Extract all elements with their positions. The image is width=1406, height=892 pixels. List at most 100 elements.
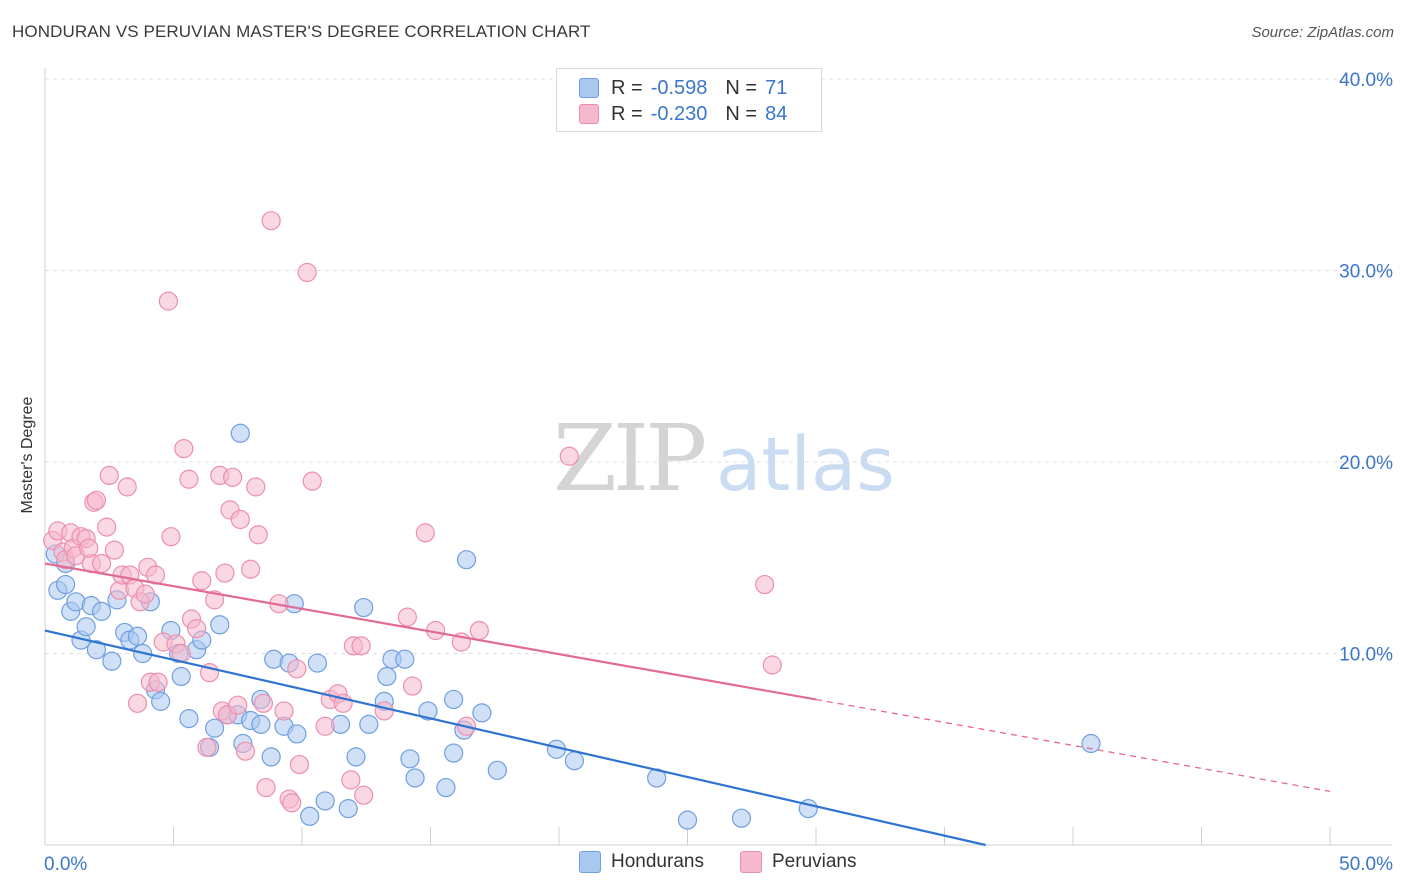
y-tick-label: 10.0% [1339,645,1393,666]
peruvian-point [289,754,310,775]
bottom-legend-swatch-peruvians [740,851,762,873]
honduran-point [287,724,307,744]
peruvian-point [354,785,374,805]
honduran-point [338,799,358,819]
bottom-legend-hondurans: Hondurans [579,851,704,873]
legend-r-value: -0.230 [650,102,708,125]
peruvian-point [148,672,168,692]
peruvian-point [161,527,181,547]
series-peruvians [43,211,782,813]
honduran-point [230,423,250,443]
honduran-point [444,743,464,763]
honduran-point [677,810,698,830]
legend-r-value: -0.598 [650,76,708,99]
peruvian-point [197,737,217,757]
axes [44,68,1392,846]
peruvian-point [287,659,307,679]
honduran-point [359,714,379,734]
honduran-point [444,689,464,710]
peruvian-point [351,636,371,656]
watermark-atlas: atlas [716,422,895,508]
honduran-point [400,749,420,769]
honduran-point [456,550,477,570]
bottom-legend-peruvians: Peruvians [740,851,857,873]
honduran-point [487,760,507,780]
chart-title: HONDURAN VS PERUVIAN MASTER'S DEGREE COR… [12,22,591,41]
peruvian-point [248,525,268,545]
peruvian-point [374,701,394,721]
peruvian-point [86,490,107,510]
legend-n-label: N = [725,102,758,125]
x-tick-label-max: 50.0% [1339,854,1393,875]
honduran-point [564,751,585,771]
peruvian-point [261,211,281,231]
peruvian-point [230,509,250,530]
honduran-point [91,601,112,621]
peruvian-point [246,477,266,497]
legend-r-label: R = [611,76,643,99]
peruvian-point [228,695,248,715]
bottom-legend-label-peruvians: Peruvians [772,851,857,872]
honduran-point [55,574,76,595]
peruvian-point [762,655,782,675]
peruvian-point [215,563,235,583]
y-tick-label: 40.0% [1339,70,1393,91]
peruvian-point [241,559,261,579]
trend-extension-peruvians [815,698,1331,793]
legend-n-value: 84 [765,102,788,125]
peruvian-point [297,262,317,283]
honduran-point [1081,733,1101,754]
tick-labels: 10.0% 20.0% 30.0% 40.0% 0.0% 50.0% [44,70,1393,875]
peruvian-point [341,770,361,790]
peruvian-point [127,693,148,713]
honduran-point [76,617,96,637]
honduran-point [86,640,107,660]
peruvian-point [174,438,194,459]
data-points [43,211,1101,830]
peruvian-point [135,584,155,604]
peruvian-point [274,701,294,721]
honduran-point [472,703,492,723]
peruvian-point [235,741,256,761]
peruvian-point [302,471,322,491]
honduran-point [251,714,271,734]
y-tick-label: 20.0% [1339,453,1393,474]
peruvian-point [402,676,423,696]
trend-line-peruvians [44,562,817,701]
peruvian-point [179,469,199,489]
honduran-point [102,651,122,671]
honduran-point [405,768,425,788]
honduran-point [354,597,374,618]
legend-row-peruvians: R = -0.230 N = 84 [579,102,787,126]
peruvian-point [415,523,435,543]
trend-lines [44,562,1331,847]
bottom-legend-label-hondurans: Hondurans [611,851,704,872]
honduran-point [395,649,415,669]
peruvian-point [91,553,112,574]
honduran-point [127,626,148,646]
peruvian-point [223,467,243,487]
peruvian-point [158,291,178,311]
peruvian-point [192,571,212,591]
honduran-point [151,691,171,711]
honduran-point [179,709,199,729]
legend-row-hondurans: R = -0.598 N = 71 [579,76,787,100]
honduran-point [436,777,456,798]
honduran-point [300,806,320,826]
correlation-legend: R = -0.598 N = 71 R = -0.230 N = 84 [556,68,822,132]
peruvian-point [205,590,225,610]
honduran-point [205,718,225,738]
peruvian-point [99,465,119,486]
honduran-point [307,653,328,673]
peruvian-point [754,574,775,595]
bottom-legend-swatch-hondurans [579,851,601,873]
honduran-point [171,666,191,687]
peruvian-point [315,716,335,736]
peruvian-point [469,620,489,641]
peruvian-point [397,607,417,627]
legend-n-value: 71 [765,76,788,99]
peruvian-point [282,793,302,813]
honduran-point [418,701,438,721]
peruvian-point [97,517,117,537]
